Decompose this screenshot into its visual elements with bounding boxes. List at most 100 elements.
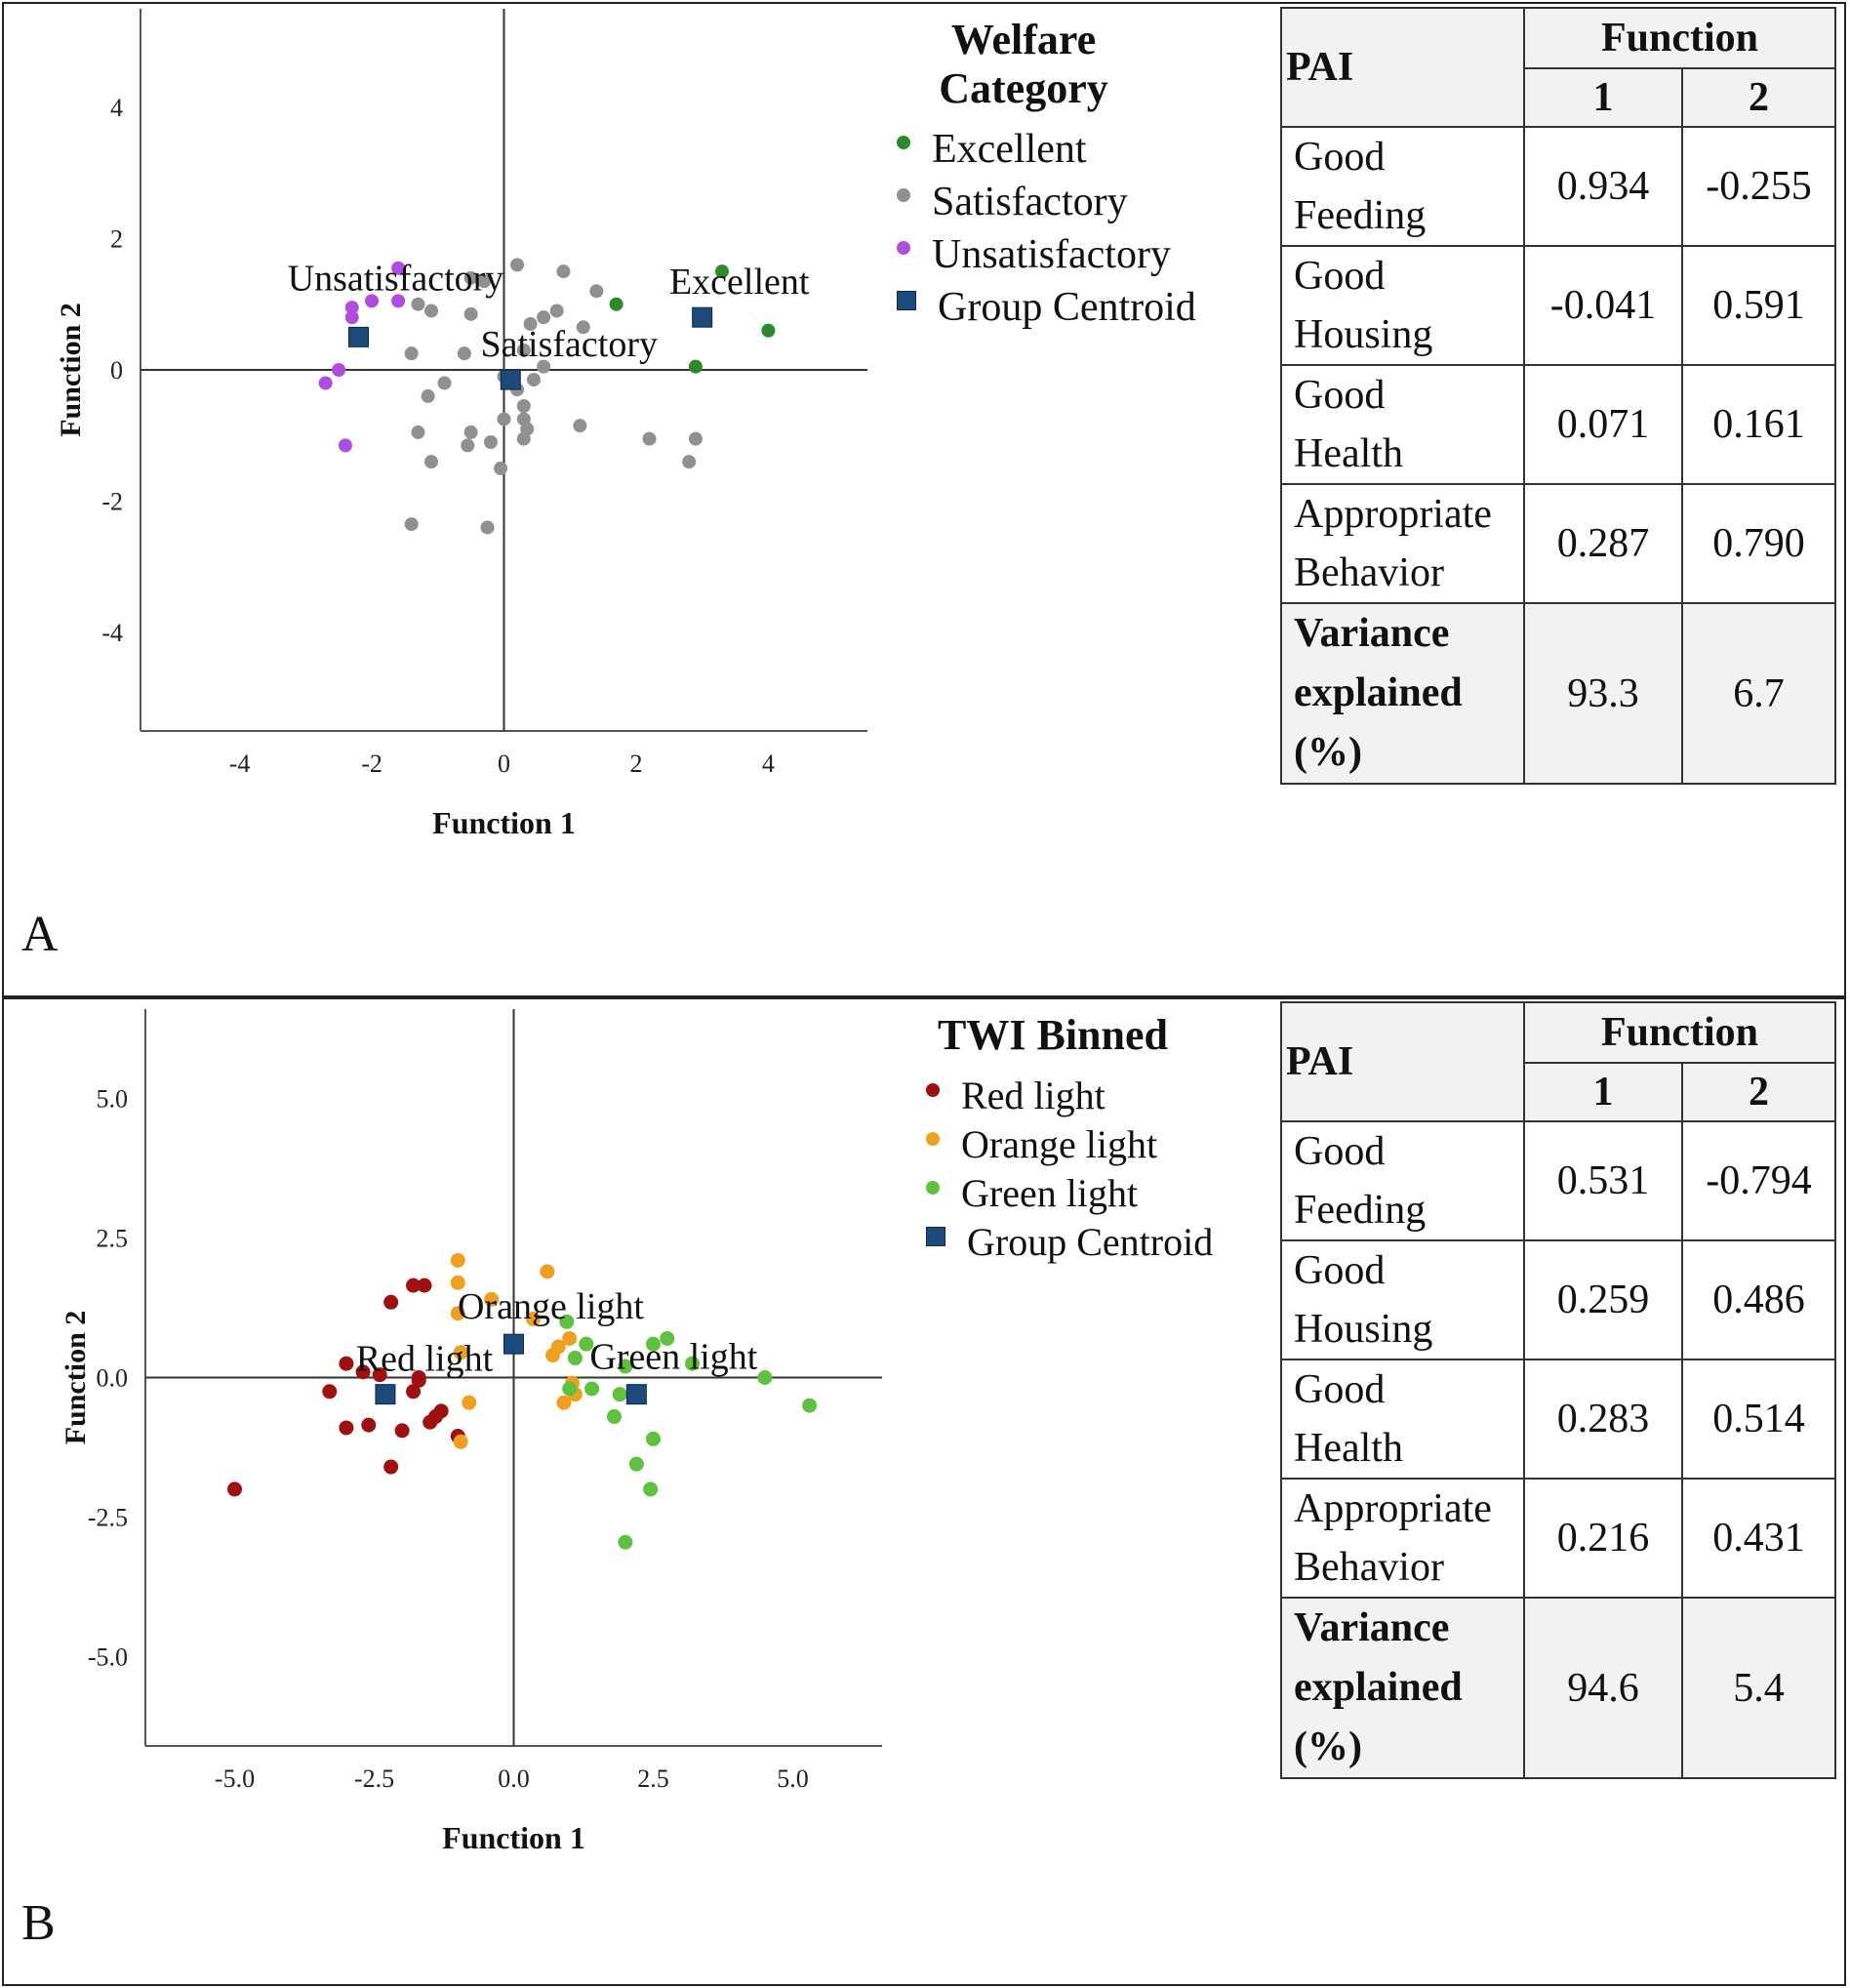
point-satisfactory <box>556 264 571 279</box>
dot-icon <box>897 241 910 256</box>
point-satisfactory <box>516 399 531 413</box>
legend-item-centroid: Group Centroid <box>926 1218 1258 1267</box>
point-unsatisfactory <box>391 294 406 308</box>
point-unsatisfactory <box>338 438 352 453</box>
point-satisfactory <box>411 297 425 311</box>
point-satisfactory <box>424 304 438 318</box>
point-green-light <box>567 1350 583 1365</box>
point-green-light <box>802 1398 818 1413</box>
row-name: Good <box>1294 373 1386 418</box>
y-tick-label: 0.0 <box>97 1364 129 1393</box>
point-green-light <box>757 1370 773 1385</box>
point-red-light <box>361 1417 377 1433</box>
point-green-light <box>606 1409 622 1425</box>
y-tick-label: 2 <box>110 224 123 253</box>
point-green-light <box>562 1381 578 1397</box>
point-excellent <box>715 264 729 279</box>
centroid-marker <box>375 1384 396 1405</box>
row-name: Feeding <box>1294 193 1427 238</box>
point-satisfactory <box>437 376 452 390</box>
point-orange-light <box>545 1348 561 1363</box>
table-row: Appropriate Behavior 0.216 0.431 <box>1280 1478 1836 1599</box>
point-red-light <box>339 1356 354 1371</box>
y-axis-label: Function 2 <box>55 303 87 437</box>
pai-table-a: PAI Function 1 2 Good Feeding 0.934 -0.25… <box>1280 7 1836 785</box>
point-satisfactory <box>526 373 541 387</box>
table-row: Good Housing -0.041 0.591 <box>1280 245 1836 366</box>
x-tick-label: -4 <box>229 750 251 778</box>
legend-item-green: Green light <box>926 1169 1258 1218</box>
point-satisfactory <box>424 455 438 469</box>
row-name: Good <box>1294 254 1386 299</box>
variance-f2: 6.7 <box>1681 602 1836 785</box>
legend-label: Unsatisfactory <box>932 232 1171 277</box>
cell-f1: 0.283 <box>1523 1359 1683 1480</box>
centroid-label: Green light <box>589 1337 757 1378</box>
pai-header: PAI <box>1280 1001 1525 1122</box>
variance-f1: 93.3 <box>1523 602 1683 785</box>
point-green-light <box>645 1336 661 1352</box>
legend-label: Satisfactory <box>932 180 1128 224</box>
cell-f1: 0.071 <box>1523 364 1683 485</box>
point-green-light <box>618 1534 633 1550</box>
cell-f2: 0.591 <box>1681 245 1836 366</box>
x-axis-label: Function 1 <box>442 1820 585 1855</box>
square-icon <box>926 1226 945 1246</box>
x-axis-label: Function 1 <box>432 805 576 840</box>
point-unsatisfactory <box>344 301 359 315</box>
point-unsatisfactory <box>332 363 346 377</box>
point-satisfactory <box>404 517 419 532</box>
col-1-header: 1 <box>1523 1062 1683 1122</box>
cell-f2: -0.255 <box>1681 126 1836 247</box>
table-row: Good Feeding 0.934 -0.255 <box>1280 126 1836 247</box>
point-orange-light <box>450 1275 465 1290</box>
point-orange-light <box>450 1306 465 1321</box>
y-tick-label: 0 <box>110 356 123 385</box>
point-red-light <box>227 1481 243 1497</box>
row-name: Behavior <box>1294 1545 1444 1590</box>
point-green-light <box>618 1359 633 1374</box>
square-icon <box>897 291 916 311</box>
point-red-light <box>394 1423 410 1439</box>
variance-f1: 94.6 <box>1523 1597 1683 1779</box>
legend-label: Orange light <box>961 1122 1158 1166</box>
point-unsatisfactory <box>391 261 406 275</box>
point-orange-light <box>453 1345 468 1360</box>
cell-f1: 0.216 <box>1523 1478 1683 1599</box>
dot-icon <box>926 1180 940 1195</box>
point-red-light <box>372 1367 387 1383</box>
row-name: Behavior <box>1294 550 1444 595</box>
y-axis-label: Function 2 <box>60 1311 92 1445</box>
row-name: Good <box>1294 1248 1386 1293</box>
point-green-light <box>559 1314 575 1329</box>
variance-label: (%) <box>1294 1724 1362 1769</box>
point-red-light <box>417 1278 432 1293</box>
point-red-light <box>411 1370 426 1385</box>
point-red-light <box>406 1278 422 1293</box>
point-satisfactory <box>477 274 492 289</box>
scatter-plot-b: -5.0 -2.5 0.0 2.5 5.0 -5.0 -2.5 0.0 2.5 5.0 Functi… <box>60 1009 882 1855</box>
y-tick-label: -2.5 <box>88 1503 128 1531</box>
cell-f2: 0.486 <box>1681 1239 1836 1360</box>
x-tick-label: -5.0 <box>215 1765 255 1793</box>
row-name: Appropriate <box>1294 1486 1492 1531</box>
point-unsatisfactory <box>365 294 380 308</box>
row-name: Good <box>1294 1367 1386 1412</box>
point-satisfactory <box>483 435 498 449</box>
point-excellent <box>688 359 703 374</box>
legend-item-orange: Orange light <box>926 1120 1258 1169</box>
table-row: Good Health 0.071 0.161 <box>1280 364 1836 485</box>
point-green-light <box>685 1356 701 1371</box>
panel-b: -5.0 -2.5 0.0 2.5 5.0 -5.0 -2.5 0.0 2.5 5.0 Functi… <box>2 997 1846 1986</box>
point-satisfactory <box>537 359 551 374</box>
point-green-light <box>579 1336 594 1352</box>
legend-title: TWI Binned <box>938 1011 1168 1059</box>
point-red-light <box>339 1420 354 1436</box>
variance-row: Variance explained (%) 93.3 6.7 <box>1280 602 1836 785</box>
point-orange-light <box>526 1311 542 1326</box>
x-tick-label: 2.5 <box>637 1765 669 1793</box>
variance-label: explained <box>1294 1665 1463 1710</box>
y-tick-label: -5.0 <box>88 1643 128 1671</box>
point-satisfactory <box>537 310 551 325</box>
point-satisfactory <box>516 431 531 446</box>
